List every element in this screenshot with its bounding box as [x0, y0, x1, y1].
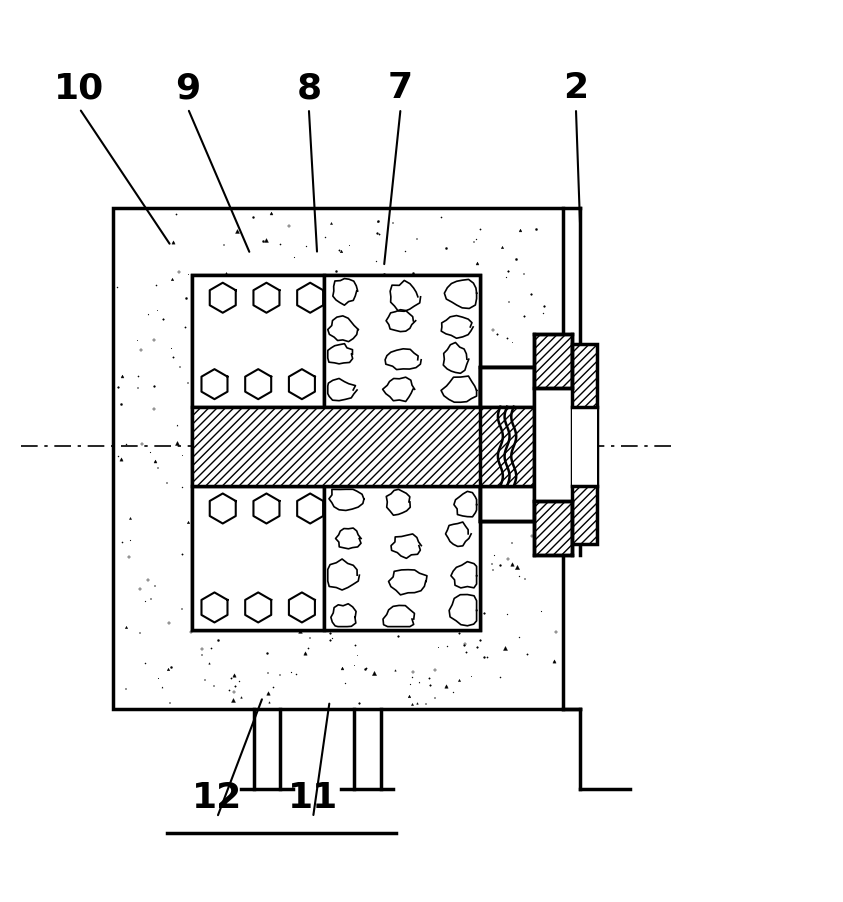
Bar	[192, 276, 325, 407]
Bar	[192, 276, 480, 630]
Bar	[480, 368, 534, 522]
Bar	[572, 345, 597, 545]
Bar	[480, 486, 534, 522]
Bar	[534, 389, 572, 501]
Text: 11: 11	[287, 780, 338, 814]
Bar	[325, 486, 480, 630]
Text: 10: 10	[54, 71, 105, 106]
Bar	[192, 486, 325, 630]
Bar	[192, 407, 534, 486]
Text: 7: 7	[388, 71, 413, 106]
Text: 8: 8	[296, 71, 321, 106]
Text: 12: 12	[192, 780, 242, 814]
Text: 2: 2	[563, 71, 588, 106]
Bar	[572, 407, 597, 486]
Bar	[113, 209, 563, 710]
Bar	[534, 501, 572, 556]
Bar	[192, 276, 480, 630]
Bar	[480, 368, 534, 407]
Bar	[325, 276, 480, 407]
Text: 9: 9	[175, 71, 201, 106]
Bar	[534, 335, 572, 389]
